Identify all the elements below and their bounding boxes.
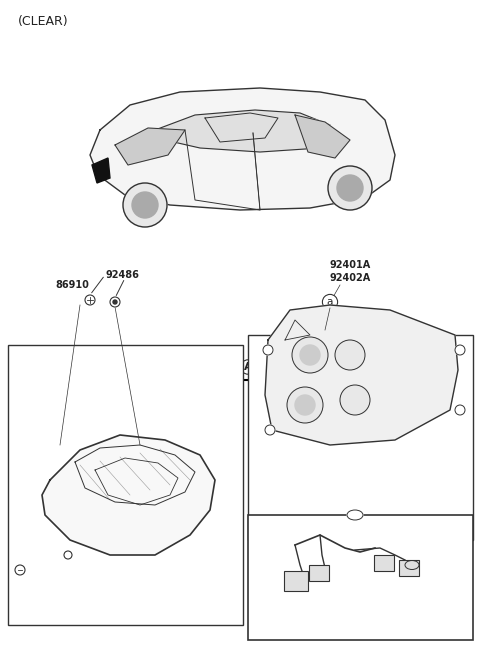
FancyBboxPatch shape [309,565,329,581]
Circle shape [340,385,370,415]
Polygon shape [115,128,185,165]
Circle shape [335,340,365,370]
Text: 18644E: 18644E [358,500,396,510]
Text: VIEW: VIEW [331,456,360,466]
FancyBboxPatch shape [248,335,473,540]
Circle shape [295,395,315,415]
Circle shape [263,345,273,355]
Text: a: a [327,297,333,307]
Circle shape [113,300,117,304]
Text: 18642G: 18642G [296,610,335,620]
FancyBboxPatch shape [399,560,419,576]
Polygon shape [92,158,110,183]
Text: a: a [259,515,265,525]
Ellipse shape [347,510,363,520]
Text: A: A [386,456,394,466]
FancyBboxPatch shape [374,555,394,571]
Polygon shape [42,435,215,555]
Circle shape [64,551,72,559]
Polygon shape [155,110,330,152]
Polygon shape [90,88,395,210]
Circle shape [110,297,120,307]
Circle shape [15,565,25,575]
Circle shape [455,345,465,355]
Circle shape [132,192,158,218]
Text: (CLEAR): (CLEAR) [18,15,69,28]
Polygon shape [265,305,458,445]
Circle shape [123,183,167,227]
Ellipse shape [405,561,419,569]
Text: 18643D: 18643D [398,576,437,584]
Circle shape [85,295,95,305]
Polygon shape [295,115,350,158]
FancyBboxPatch shape [248,515,473,640]
FancyBboxPatch shape [284,571,308,591]
Text: 92401A: 92401A [330,260,371,270]
Text: 86910: 86910 [55,280,89,290]
Text: 18643P: 18643P [258,586,296,595]
Text: A: A [244,362,252,372]
Circle shape [265,425,275,435]
Text: 92470C: 92470C [295,519,333,527]
Circle shape [292,337,328,373]
Circle shape [337,175,363,201]
Circle shape [287,387,323,423]
Circle shape [328,166,372,210]
Text: 92402A: 92402A [330,273,371,283]
FancyBboxPatch shape [8,345,243,625]
Text: 1244BG: 1244BG [10,595,52,605]
Text: 92486: 92486 [105,270,139,280]
Circle shape [455,405,465,415]
Circle shape [300,345,320,365]
